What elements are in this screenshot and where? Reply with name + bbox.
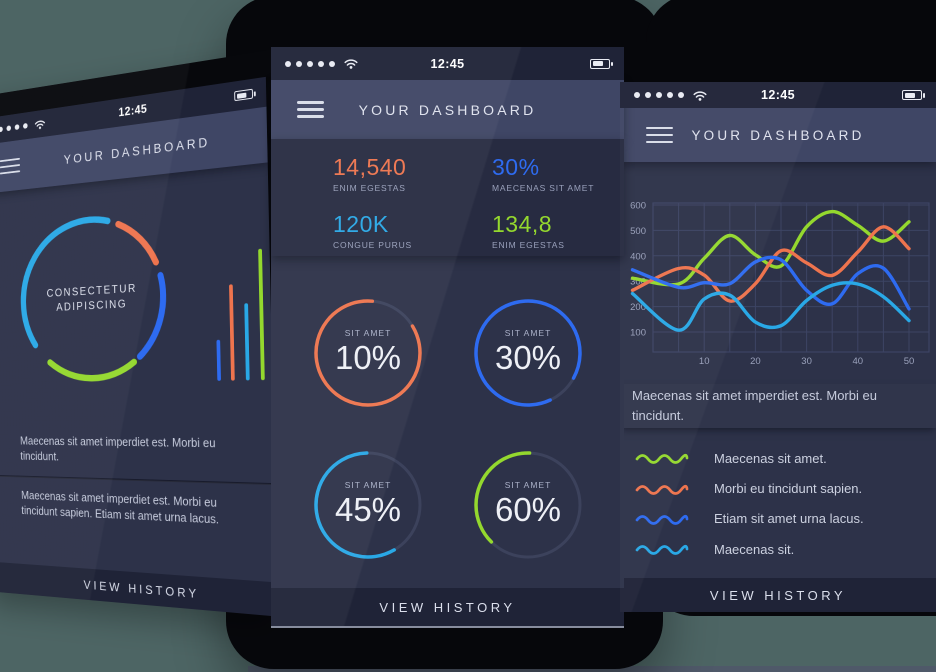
view-history-button[interactable]: VIEW HISTORY: [620, 578, 936, 612]
ring-value: 60%: [494, 491, 562, 528]
chart-series: [630, 209, 911, 287]
stat-value: 134,8: [492, 210, 553, 237]
left-phone-screen: 12:45 YOUR DASHBOARD CONSECTETUR ADIPISC…: [0, 49, 278, 617]
stat-value: 30%: [492, 154, 540, 180]
svg-text:10: 10: [699, 356, 710, 367]
legend-item: Etiam sit amet urna lacus.: [620, 504, 936, 534]
right-phone-content: 100 200 300 400 500 600 10 20 30 40 50 Maecenas si…: [620, 162, 936, 612]
stat-label: MAECENAS SIT AMET: [492, 183, 595, 194]
wifi-icon: [693, 90, 707, 101]
svg-text:20: 20: [750, 356, 761, 367]
chart-series: [630, 281, 911, 332]
stat-item: 120K CONGUE PURUS: [333, 210, 492, 257]
wavy-line-icon: [635, 545, 689, 556]
svg-text:500: 500: [630, 226, 646, 237]
svg-text:50: 50: [904, 356, 915, 367]
legend-item: Maecenas sit.: [620, 534, 936, 564]
mini-bar: [216, 339, 221, 381]
ring-label: SIT AMET: [504, 480, 552, 490]
mini-bar: [244, 303, 250, 381]
left-text-section: Maecenas sit amet imperdiet est. Morbi e…: [0, 419, 277, 582]
right-app-header: YOUR DASHBOARD: [620, 108, 936, 162]
svg-text:30: 30: [801, 356, 812, 367]
page-title: YOUR DASHBOARD: [358, 101, 537, 118]
legend-label: Maecenas sit.: [714, 541, 795, 557]
stat-label: ENIM EGESTAS: [333, 183, 406, 194]
center-status-bar: 12:45: [271, 47, 624, 80]
ring-label: SIT AMET: [344, 328, 392, 338]
stat-value: 120K: [333, 210, 389, 237]
center-phone-screen: 12:45 YOUR DASHBOARD 14,540 ENIM EGESTAS 3…: [271, 47, 624, 628]
right-phone-screen: 12:45 YOUR DASHBOARD 100 200 300 400 500 600 1…: [620, 82, 936, 612]
chart-series: [630, 255, 911, 311]
progress-ring-45%: SIT AMET 45%: [312, 449, 424, 561]
line-chart: 100 200 300 400 500 600 10 20 30 40 50: [630, 201, 930, 367]
divider: [0, 474, 275, 485]
svg-text:40: 40: [853, 356, 864, 367]
ring-value: 10%: [334, 339, 402, 376]
mini-bar: [229, 284, 235, 381]
stat-label: ENIM EGESTAS: [492, 239, 565, 250]
chart-legend: Maecenas sit amet. Morbi eu tincidunt sap…: [620, 443, 936, 565]
paragraph: Maecenas sit amet imperdiet est. Morbi e…: [19, 434, 216, 464]
wavy-line-icon: [635, 484, 689, 495]
legend-label: Morbi eu tincidunt sapien.: [714, 481, 863, 497]
stat-item: 134,8 ENIM EGESTAS: [492, 210, 624, 257]
hamburger-menu-icon[interactable]: [0, 157, 21, 175]
battery-icon: [590, 58, 613, 69]
hamburger-menu-icon[interactable]: [646, 126, 673, 144]
left-chart-section: CONSECTETUR ADIPISCING: [0, 162, 273, 420]
hamburger-menu-icon[interactable]: [297, 101, 324, 118]
svg-text:100: 100: [630, 328, 646, 339]
legend-item: Maecenas sit amet.: [620, 443, 936, 473]
stat-item: 30% MAECENAS SIT AMET: [492, 154, 624, 200]
view-history-button[interactable]: VIEW HISTORY: [271, 588, 624, 626]
svg-text:300: 300: [630, 277, 646, 288]
floor-shadow-strip: [248, 666, 936, 672]
progress-ring-30%: SIT AMET 30%: [472, 297, 584, 409]
center-app-header: YOUR DASHBOARD: [271, 80, 624, 139]
right-status-bar: 12:45: [620, 82, 936, 108]
progress-ring-10%: SIT AMET 10%: [312, 297, 424, 409]
stat-item: 14,540 ENIM EGESTAS: [333, 154, 492, 200]
legend-label: Etiam sit amet urna lacus.: [714, 511, 864, 527]
wavy-line-icon: [635, 514, 689, 525]
ring-label: SIT AMET: [504, 328, 552, 338]
ring-value: 45%: [334, 491, 402, 528]
carrier-dots-icon: [285, 60, 335, 67]
paragraph: Maecenas sit amet imperdiet est. Morbi e…: [20, 488, 220, 527]
ring-svg: [474, 451, 582, 559]
mini-bar: [258, 248, 265, 381]
stat-label: CONGUE PURUS: [333, 239, 413, 250]
svg-text:400: 400: [630, 251, 646, 262]
ring-value: 30%: [494, 339, 562, 376]
carrier-dots-icon: [634, 92, 684, 98]
progress-ring-60%: SIT AMET 60%: [472, 449, 584, 561]
ring-label: SIT AMET: [344, 480, 392, 490]
ring-svg: [314, 299, 422, 407]
clock-time: 12:45: [761, 88, 795, 102]
stats-panel: 14,540 ENIM EGESTAS 30% MAECENAS SIT AMET 12…: [271, 139, 624, 256]
page-title: YOUR DASHBOARD: [691, 127, 865, 143]
ring-svg: [474, 299, 582, 407]
progress-rings-panel: SIT AMET 10% SIT AMET 30% SIT AMET 45% SIT AME…: [271, 256, 624, 588]
legend-label: Maecenas sit amet.: [714, 450, 827, 466]
legend-item: Morbi eu tincidunt sapien.: [620, 473, 936, 503]
clock-time: 12:45: [430, 56, 465, 71]
wifi-icon: [344, 59, 358, 69]
svg-text:600: 600: [630, 201, 646, 212]
chart-description: Maecenas sit amet imperdiet est. Morbi e…: [620, 384, 936, 428]
battery-icon: [902, 90, 925, 100]
chart-series: [630, 225, 911, 303]
wavy-line-icon: [635, 454, 689, 465]
svg-text:200: 200: [630, 302, 646, 313]
stat-value: 14,540: [333, 154, 407, 180]
ring-svg: [314, 451, 422, 559]
left-phone: 12:45 YOUR DASHBOARD CONSECTETUR ADIPISC…: [0, 49, 278, 617]
